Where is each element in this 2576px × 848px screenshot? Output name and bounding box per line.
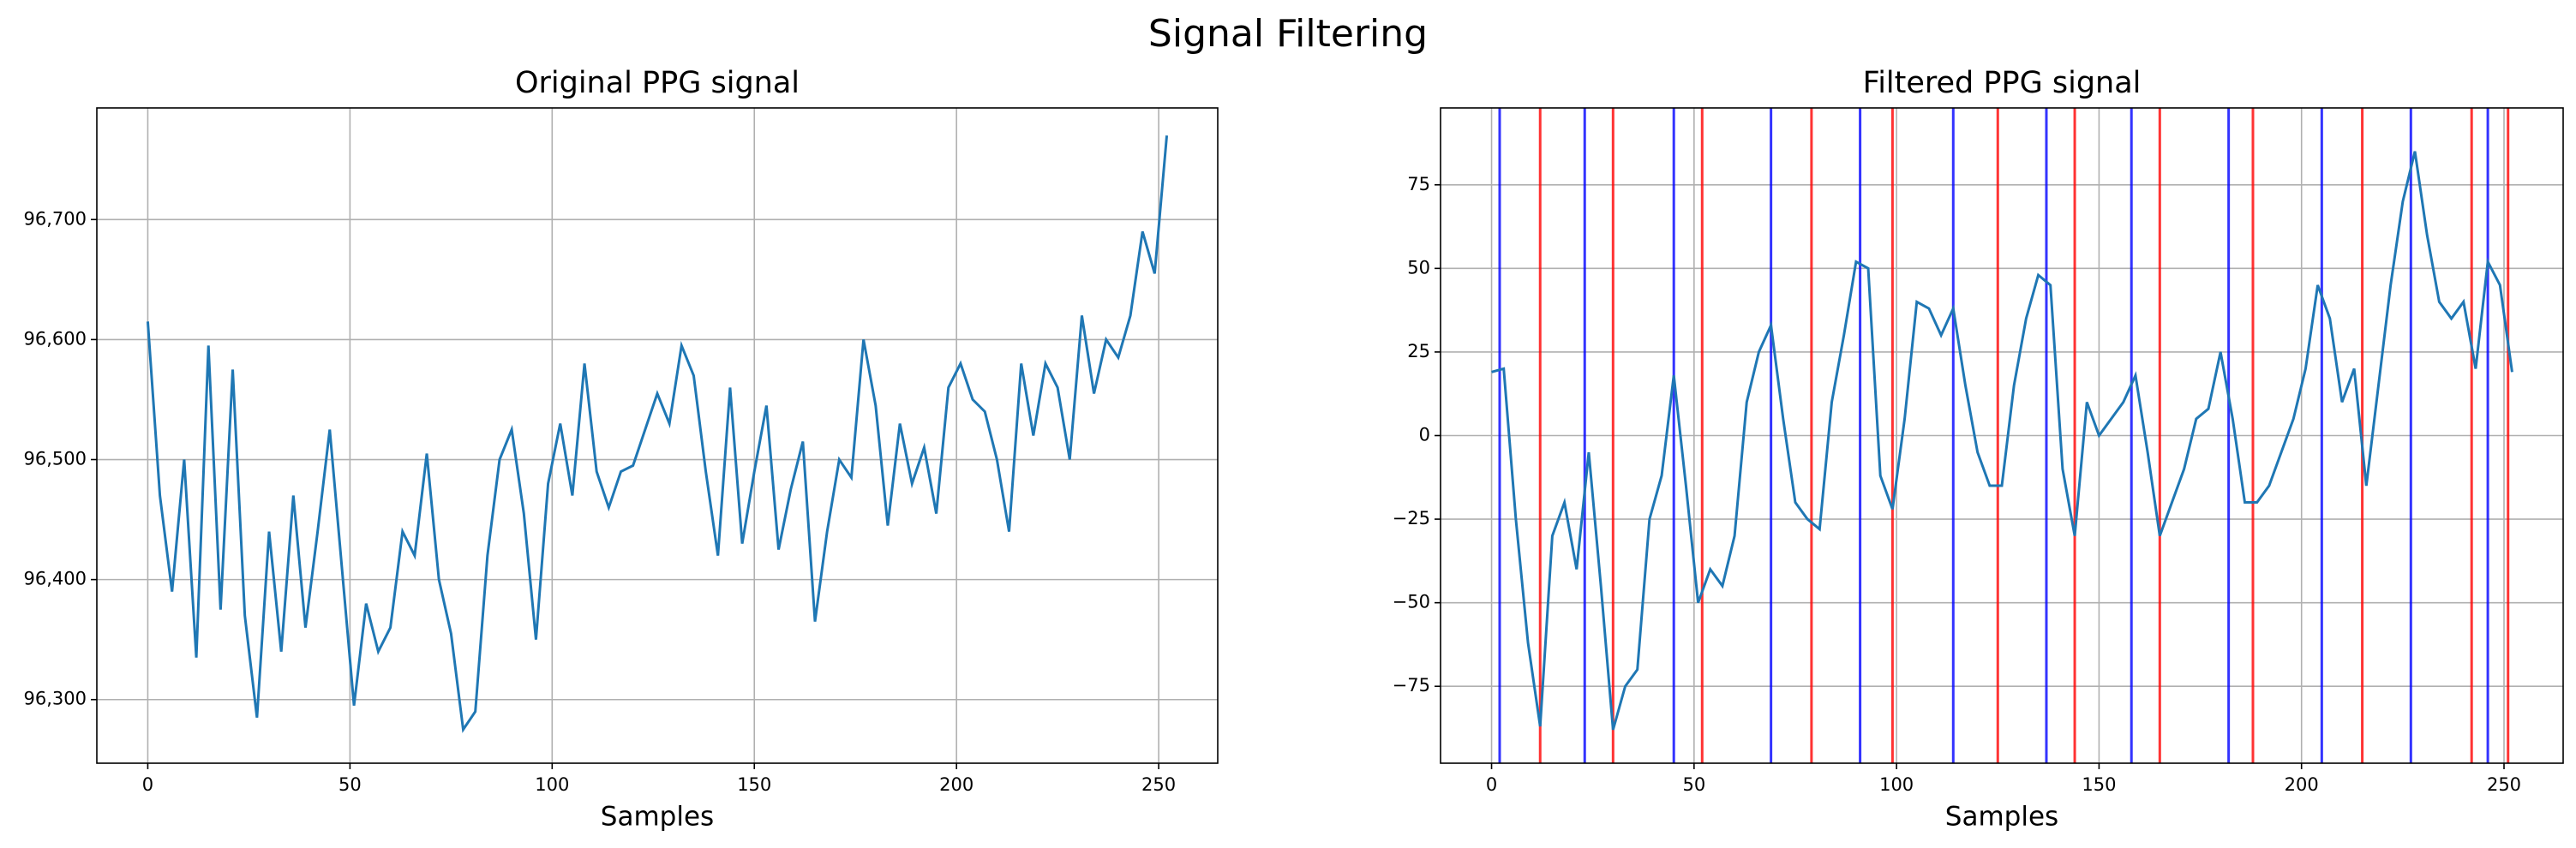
x-tick-label: 100 [535,774,569,795]
data-line [1491,151,2513,731]
y-tick-label: 75 [1407,174,1430,194]
y-tick-label: 96,300 [24,689,87,709]
y-tick-label: 25 [1407,341,1430,361]
y-tick-label: −25 [1393,508,1430,529]
axes-frame [1440,107,2564,764]
y-tick-label: −75 [1393,675,1430,696]
x-tick-label: 200 [2285,774,2319,795]
x-tick-label: 250 [1141,774,1176,795]
y-tick-label: 96,600 [24,328,87,349]
subplot-title: Filtered PPG signal [1863,66,2142,100]
x-tick-label: 200 [939,774,973,795]
y-tick-label: 0 [1419,425,1430,445]
x-tick-label: 0 [1486,774,1497,795]
y-tick-label: 96,500 [24,449,87,469]
x-tick-label: 50 [338,774,362,795]
figure-title: Signal Filtering [1148,12,1428,56]
x-tick-label: 150 [2082,774,2116,795]
x-tick-label: 100 [1879,774,1914,795]
data-line [146,135,1169,733]
x-tick-label: 250 [2487,774,2521,795]
x-axis-label: Samples [1945,802,2058,833]
y-tick-label: 96,400 [24,569,87,589]
x-axis-label: Samples [601,802,714,833]
axes-frame [96,107,1219,764]
y-tick-label: 50 [1407,257,1430,278]
x-tick-label: 0 [142,774,153,795]
y-tick-label: 96,700 [24,208,87,229]
x-tick-label: 50 [1682,774,1705,795]
subplot-title: Original PPG signal [515,66,800,100]
x-tick-label: 150 [737,774,771,795]
y-tick-label: −50 [1393,592,1430,612]
